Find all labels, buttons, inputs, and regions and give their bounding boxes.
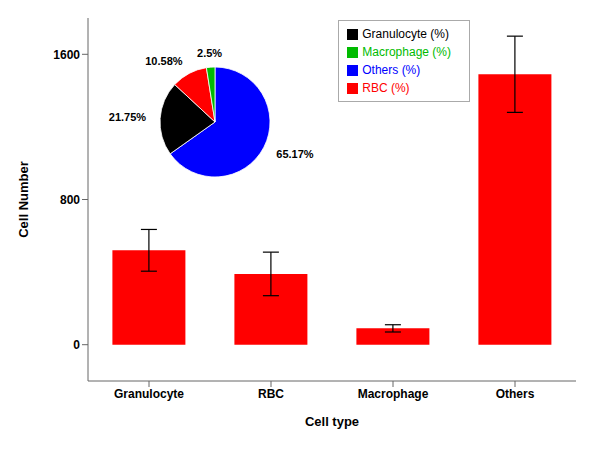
- svg-text:1600: 1600: [53, 48, 80, 62]
- svg-text:Cell Number: Cell Number: [16, 161, 31, 238]
- svg-text:Others: Others: [496, 387, 535, 401]
- svg-text:65.17%: 65.17%: [276, 148, 314, 160]
- svg-text:10.58%: 10.58%: [145, 55, 183, 67]
- html-text:Macrophage (%): Macrophage (%): [362, 45, 451, 59]
- svg-text:2.5%: 2.5%: [197, 47, 222, 59]
- svg-text:800: 800: [60, 193, 80, 207]
- html-text:RBC (%): RBC (%): [362, 81, 410, 95]
- html-text:Granulocyte (%): Granulocyte (%): [362, 27, 449, 41]
- svg-text:Granulocyte: Granulocyte: [114, 387, 184, 401]
- svg-text:Cell type: Cell type: [305, 414, 359, 429]
- svg-text:0: 0: [73, 338, 80, 352]
- html-text:Others (%): Others (%): [362, 63, 421, 77]
- svg-text:Macrophage: Macrophage: [358, 387, 429, 401]
- svg-text:RBC: RBC: [258, 387, 284, 401]
- svg-text:21.75%: 21.75%: [109, 111, 147, 123]
